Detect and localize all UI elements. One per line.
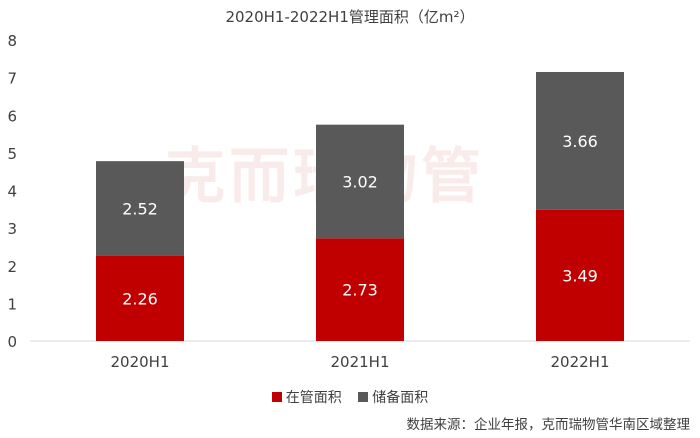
bar-managed-2022H1 bbox=[536, 209, 624, 341]
data-label-managed-2022H1: 3.49 bbox=[562, 266, 598, 285]
data-source-note: 数据来源：企业年报，克而瑞物管华南区域整理 bbox=[406, 417, 691, 433]
legend-swatch-reserve bbox=[358, 392, 369, 402]
y-tick-label: 3 bbox=[7, 220, 17, 238]
y-tick-label: 7 bbox=[7, 70, 17, 88]
legend-label-managed: 在管面积 bbox=[285, 390, 342, 406]
chart-title: 2020H1-2022H1管理面积（亿m²） bbox=[225, 8, 475, 26]
bar-reserve-2022H1 bbox=[536, 71, 624, 210]
data-label-reserve-2022H1: 3.66 bbox=[562, 132, 598, 151]
bar-managed-2021H1 bbox=[316, 238, 404, 341]
data-label-reserve-2021H1: 3.02 bbox=[342, 172, 378, 191]
x-tick-label: 2020H1 bbox=[111, 353, 170, 371]
data-label-reserve-2020H1: 2.52 bbox=[122, 200, 158, 219]
chart-legend: 在管面积 储备面积 bbox=[0, 387, 700, 407]
y-tick-label: 1 bbox=[7, 295, 17, 313]
bar-managed-2020H1 bbox=[96, 255, 184, 341]
y-tick-label: 0 bbox=[7, 333, 17, 351]
legend-swatch-managed bbox=[271, 392, 282, 402]
data-label-managed-2021H1: 2.73 bbox=[342, 281, 378, 300]
x-tick-label: 2022H1 bbox=[551, 353, 610, 371]
data-label-managed-2020H1: 2.26 bbox=[122, 289, 158, 308]
x-tick-label: 2021H1 bbox=[331, 353, 390, 371]
legend-label-reserve: 储备面积 bbox=[372, 390, 429, 406]
y-tick-label: 2 bbox=[7, 258, 17, 276]
bar-reserve-2020H1 bbox=[96, 161, 184, 256]
legend-item-reserve: 储备面积 bbox=[358, 387, 428, 407]
y-tick-label: 5 bbox=[7, 145, 17, 163]
y-tick-label: 6 bbox=[7, 107, 17, 125]
bar-reserve-2021H1 bbox=[316, 124, 404, 239]
y-tick-label: 8 bbox=[7, 32, 17, 50]
legend-item-managed: 在管面积 bbox=[271, 387, 342, 407]
y-tick-label: 4 bbox=[7, 183, 17, 201]
